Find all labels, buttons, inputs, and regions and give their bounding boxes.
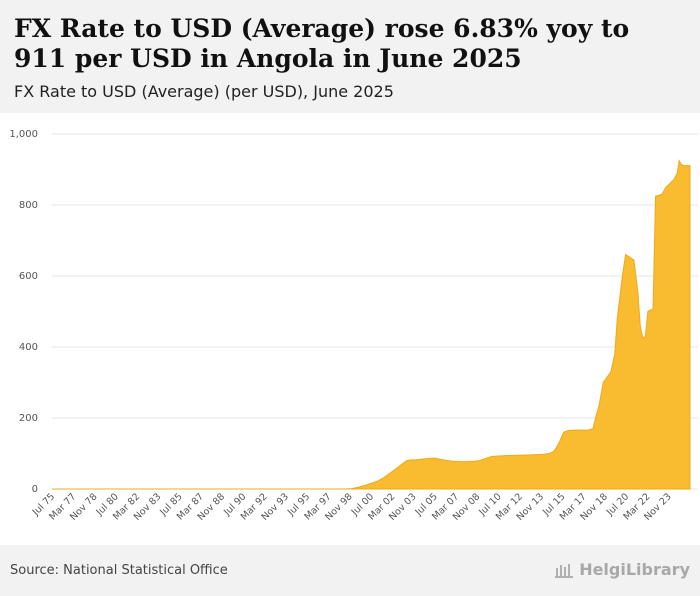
y-tick-label: 800 <box>19 200 38 211</box>
library-icon <box>555 563 574 578</box>
y-tick-label: 200 <box>19 413 38 424</box>
y-tick-label: 0 <box>32 484 38 495</box>
chart-subtitle: FX Rate to USD (Average) (per USD), June… <box>14 82 394 101</box>
series-area <box>52 159 691 490</box>
y-tick-label: 400 <box>19 342 38 353</box>
chart-panel: 0 200 400 600 800 1,000 Jul 75 Mar 77 Nov 78 Jul … <box>0 113 700 545</box>
y-tick-label: 1,000 <box>9 129 38 140</box>
source-note: Source: National Statistical Office <box>10 563 228 578</box>
y-tick-label: 600 <box>19 271 38 282</box>
brand-logo: HelgiLibrary <box>555 560 690 579</box>
brand-name: HelgiLibrary <box>579 560 690 579</box>
chart-title: FX Rate to USD (Average) rose 6.83% yoy … <box>14 14 630 73</box>
